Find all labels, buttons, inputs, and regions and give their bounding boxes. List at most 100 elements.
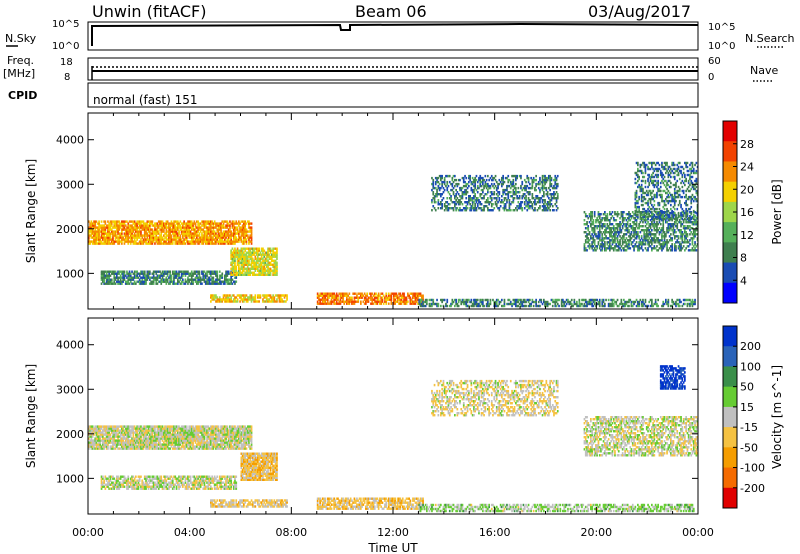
data-cell bbox=[652, 233, 654, 236]
data-cell bbox=[464, 180, 466, 184]
data-cell bbox=[442, 197, 445, 200]
data-cell bbox=[593, 300, 596, 304]
data-cell bbox=[469, 199, 471, 202]
data-cell bbox=[234, 234, 236, 237]
data-cell bbox=[156, 236, 159, 239]
data-cell bbox=[665, 243, 667, 246]
data-cell bbox=[592, 223, 595, 226]
data-cell bbox=[493, 191, 496, 194]
data-cell bbox=[117, 280, 119, 283]
data-cell bbox=[685, 231, 687, 234]
data-cell bbox=[188, 236, 191, 239]
data-cell bbox=[185, 222, 188, 225]
data-cell bbox=[649, 241, 652, 244]
data-cell bbox=[163, 240, 165, 243]
data-cell bbox=[107, 276, 109, 279]
data-cell bbox=[248, 263, 250, 266]
data-cell bbox=[600, 213, 602, 216]
data-cell bbox=[131, 234, 133, 237]
data-cell bbox=[110, 220, 113, 223]
data-cell bbox=[177, 274, 179, 277]
data-cell bbox=[624, 245, 626, 248]
data-cell bbox=[159, 242, 161, 245]
data-cell bbox=[609, 213, 611, 216]
data-cell bbox=[554, 193, 557, 196]
data-cell bbox=[445, 201, 447, 204]
data-cell bbox=[503, 199, 506, 202]
data-cell bbox=[615, 213, 618, 216]
data-cell bbox=[171, 228, 174, 231]
data-cell bbox=[651, 241, 653, 244]
data-cell bbox=[109, 278, 112, 281]
data-cell bbox=[175, 270, 178, 273]
data-cell bbox=[339, 294, 342, 297]
data-cell bbox=[133, 222, 136, 225]
data-cell bbox=[108, 270, 110, 273]
data-cell bbox=[634, 245, 637, 248]
data-cell bbox=[245, 294, 248, 297]
data-cell bbox=[220, 282, 222, 285]
data-cell bbox=[269, 296, 272, 299]
data-cell bbox=[225, 236, 227, 239]
data-cell bbox=[201, 278, 203, 281]
data-cell bbox=[478, 207, 480, 210]
data-cell bbox=[88, 230, 90, 233]
data-cell bbox=[539, 176, 541, 180]
data-cell bbox=[213, 234, 216, 237]
data-cell bbox=[422, 304, 424, 308]
data-cell bbox=[398, 296, 400, 299]
data-cell bbox=[413, 300, 415, 303]
data-cell bbox=[554, 197, 557, 200]
data-cell bbox=[476, 205, 479, 208]
data-cell bbox=[424, 298, 427, 302]
data-cell bbox=[610, 223, 612, 226]
data-cell bbox=[198, 276, 201, 279]
data-cell bbox=[239, 222, 241, 225]
data-cell bbox=[366, 300, 368, 303]
data-cell bbox=[274, 265, 277, 268]
data-cell bbox=[230, 240, 232, 243]
data-cell bbox=[617, 213, 620, 216]
data-cell bbox=[546, 205, 549, 208]
data-cell bbox=[574, 302, 577, 306]
date-title: 03/Aug/2017 bbox=[588, 2, 691, 21]
data-cell bbox=[515, 298, 517, 302]
data-cell bbox=[670, 237, 672, 240]
data-cell bbox=[141, 278, 144, 281]
data-cell bbox=[658, 243, 661, 246]
data-cell bbox=[662, 211, 665, 214]
data-cell bbox=[169, 272, 171, 275]
data-cell bbox=[161, 226, 164, 229]
data-cell bbox=[240, 230, 243, 233]
data-cell bbox=[399, 300, 402, 303]
data-cell bbox=[147, 228, 150, 231]
data-cell bbox=[157, 274, 160, 277]
data-cell bbox=[230, 296, 232, 299]
data-cell bbox=[452, 191, 455, 194]
data-cell bbox=[152, 236, 155, 239]
data-cell bbox=[601, 219, 604, 222]
data-cell bbox=[541, 184, 544, 188]
data-cell bbox=[635, 225, 638, 228]
data-cell bbox=[475, 207, 478, 210]
data-cell bbox=[117, 220, 119, 223]
data-cell bbox=[676, 298, 679, 302]
data-cell bbox=[165, 270, 168, 273]
data-cell bbox=[689, 239, 691, 242]
data-cell bbox=[244, 240, 246, 243]
data-cell bbox=[149, 278, 151, 281]
data-cell bbox=[239, 269, 241, 272]
data-cell bbox=[414, 292, 417, 295]
data-cell bbox=[249, 228, 252, 231]
data-cell bbox=[113, 222, 116, 225]
data-cell bbox=[400, 296, 403, 299]
data-cell bbox=[339, 302, 342, 305]
data-cell bbox=[532, 300, 535, 304]
data-cell bbox=[497, 207, 499, 210]
data-cell bbox=[437, 203, 440, 206]
data-cell bbox=[572, 304, 574, 308]
data-cell bbox=[465, 184, 468, 188]
data-cell bbox=[596, 302, 598, 306]
data-cell bbox=[504, 188, 507, 192]
data-cell bbox=[663, 215, 666, 218]
